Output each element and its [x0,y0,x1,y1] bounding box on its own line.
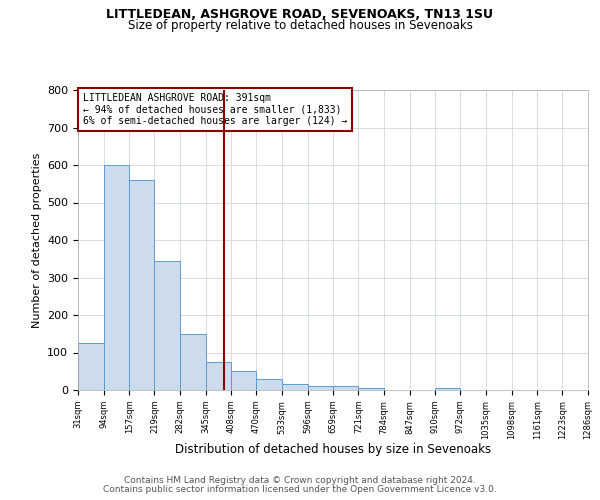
Bar [282,384,308,390]
Text: Contains public sector information licensed under the Open Government Licence v3: Contains public sector information licen… [103,485,497,494]
Bar [435,388,460,390]
Bar [308,386,333,390]
Y-axis label: Number of detached properties: Number of detached properties [32,152,41,328]
Text: Distribution of detached houses by size in Sevenoaks: Distribution of detached houses by size … [175,442,491,456]
Bar [154,260,180,390]
Text: Size of property relative to detached houses in Sevenoaks: Size of property relative to detached ho… [128,19,472,32]
Bar [78,343,104,390]
Bar [129,180,154,390]
Bar [206,362,231,390]
Bar [231,371,256,390]
Bar [256,379,282,390]
Text: Contains HM Land Registry data © Crown copyright and database right 2024.: Contains HM Land Registry data © Crown c… [124,476,476,485]
Bar [104,165,129,390]
Text: LITTLEDEAN, ASHGROVE ROAD, SEVENOAKS, TN13 1SU: LITTLEDEAN, ASHGROVE ROAD, SEVENOAKS, TN… [107,8,493,20]
Bar [180,334,206,390]
Bar [358,388,384,390]
Text: LITTLEDEAN ASHGROVE ROAD: 391sqm
← 94% of detached houses are smaller (1,833)
6%: LITTLEDEAN ASHGROVE ROAD: 391sqm ← 94% o… [83,93,347,126]
Bar [333,386,358,390]
